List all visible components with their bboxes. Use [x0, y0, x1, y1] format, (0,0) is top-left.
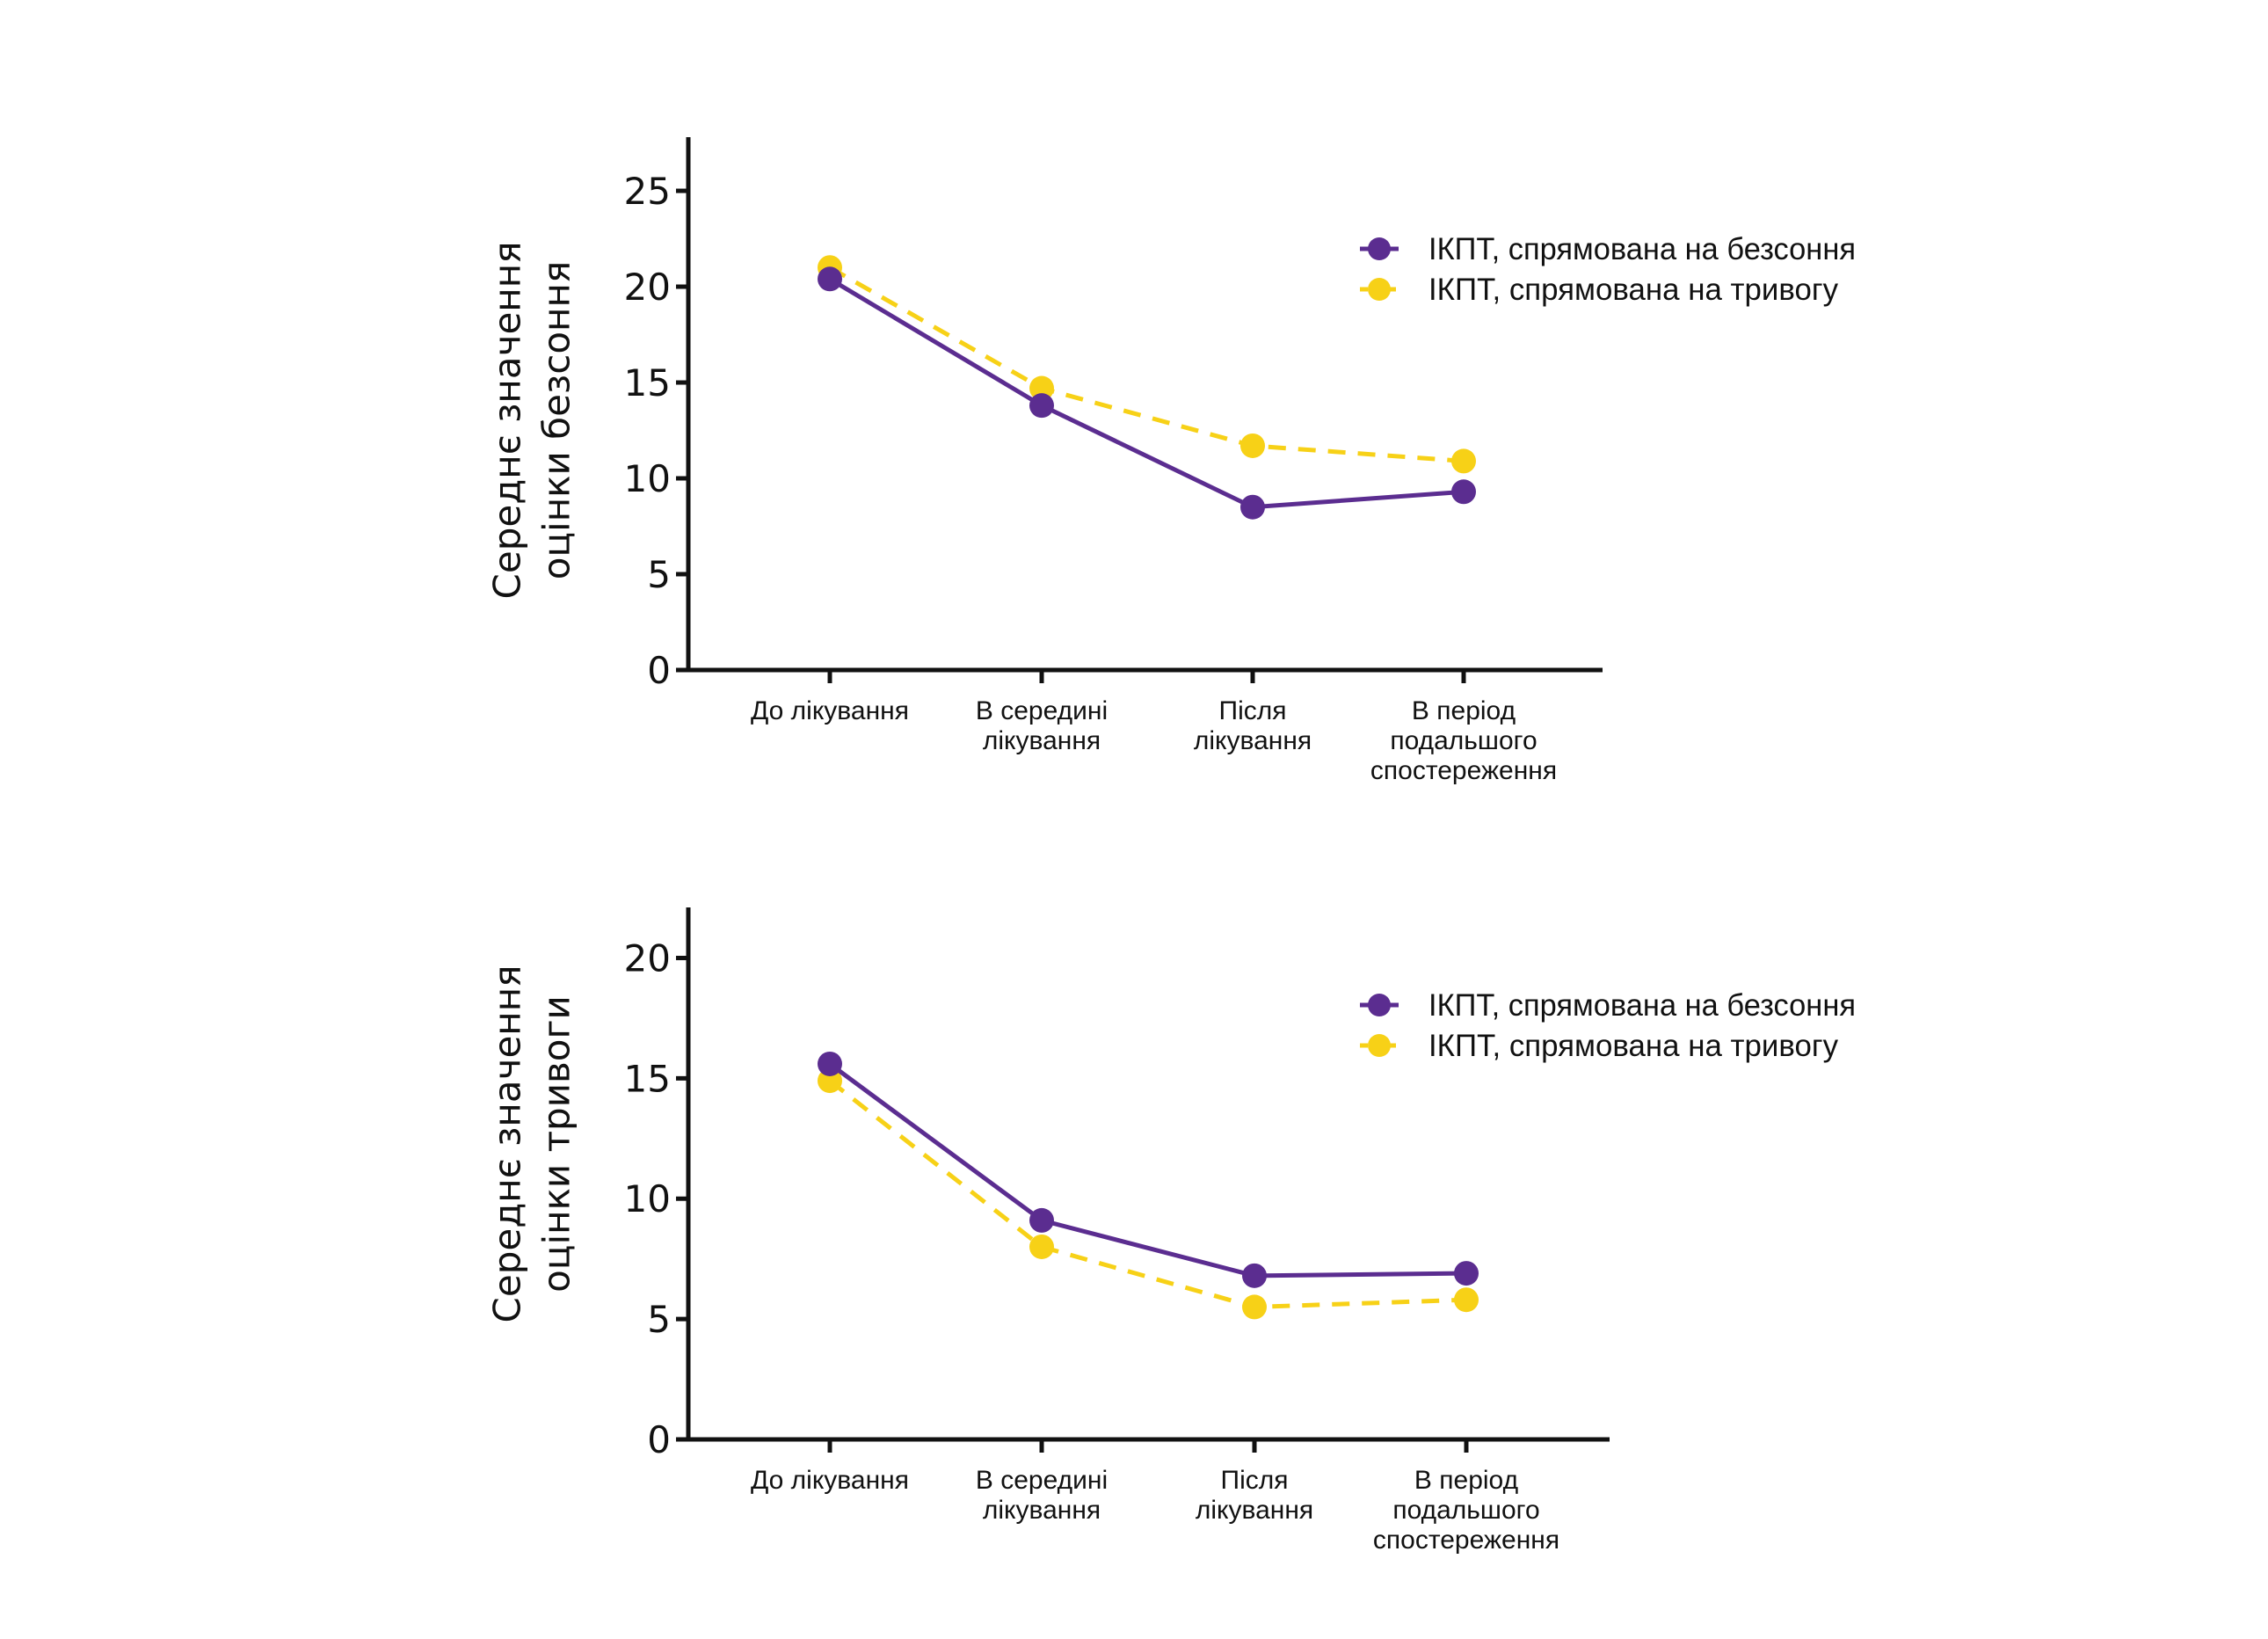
data-point-insomnia-cbt	[818, 266, 842, 292]
y-tick-label: 25	[624, 170, 671, 213]
x-tick-label-line: До лікування	[751, 696, 909, 725]
x-tick-label-line: В середині	[976, 1466, 1108, 1495]
data-point-anxiety-cbt	[1029, 375, 1054, 401]
x-tick-label-line: лікування	[983, 1496, 1101, 1525]
x-tick-label-line: Після	[1219, 696, 1287, 725]
series-line-anxiety-cbt	[828, 266, 1465, 463]
legend-marker	[1368, 237, 1391, 260]
data-point-insomnia-cbt	[1029, 393, 1054, 419]
legend-marker	[1368, 1034, 1391, 1057]
x-tick-label: Після лікування	[1194, 696, 1312, 755]
x-tick-label: Після лікування	[1196, 1466, 1313, 1525]
legend-label: ІКПТ, спрямована на безсоння	[1428, 232, 1856, 266]
data-point-anxiety-cbt	[1454, 1287, 1479, 1313]
x-tick-label: В період подальшого спостереження	[1373, 1466, 1559, 1555]
x-tick-label-line: подальшого	[1392, 1496, 1539, 1525]
x-tick-label-line: подальшого	[1390, 726, 1537, 755]
y-axis-label: оцінки тривоги	[535, 995, 578, 1293]
y-axis-label: оцінки безсоння	[535, 261, 578, 579]
data-point-anxiety-cbt	[1029, 1234, 1054, 1259]
legend: ІКПТ, спрямована на безсоння ІКПТ, спрямо…	[1360, 232, 1856, 307]
y-tick-label: 20	[624, 936, 671, 980]
y-axis-label: Середнє значення	[486, 242, 529, 600]
x-tick-label-line: В середині	[976, 696, 1108, 725]
legend-item: ІКПТ, спрямована на тривогу	[1360, 273, 1838, 307]
data-point-insomnia-cbt	[1454, 1261, 1479, 1286]
legend-item: ІКПТ, спрямована на тривогу	[1360, 1029, 1838, 1063]
y-tick-label: 15	[624, 361, 671, 404]
data-point-insomnia-cbt	[1240, 494, 1265, 520]
data-point-anxiety-cbt	[818, 1068, 842, 1094]
y-tick-label: 0	[647, 1418, 671, 1461]
x-tick-label-line: лікування	[1194, 726, 1312, 755]
x-tick-label-line: спостереження	[1373, 1526, 1559, 1555]
y-tick-label: 10	[624, 1177, 671, 1220]
x-tick-label: До лікування	[751, 696, 909, 725]
legend-label: ІКПТ, спрямована на тривогу	[1428, 1029, 1838, 1063]
x-tick-label-line: В період	[1412, 696, 1516, 725]
legend-item: ІКПТ, спрямована на безсоння	[1360, 232, 1856, 266]
x-tick-label-line: До лікування	[751, 1466, 909, 1495]
y-tick-label: 0	[647, 649, 671, 692]
x-tick-label-line: лікування	[983, 726, 1101, 755]
data-point-insomnia-cbt	[1029, 1207, 1054, 1233]
y-tick-label: 10	[624, 457, 671, 500]
data-point-insomnia-cbt	[818, 1051, 842, 1076]
y-tick-label: 20	[624, 266, 671, 309]
y-tick-label: 15	[624, 1057, 671, 1100]
data-point-anxiety-cbt	[1451, 448, 1476, 474]
x-tick-label: В середині лікування	[976, 696, 1108, 755]
x-tick-label-line: лікування	[1196, 1496, 1313, 1525]
x-tick-label-line: спостереження	[1370, 756, 1557, 785]
data-point-insomnia-cbt	[1242, 1263, 1267, 1288]
series-line-anxiety-cbt	[828, 1079, 1467, 1309]
legend-label: ІКПТ, спрямована на безсоння	[1428, 988, 1856, 1023]
legend-marker	[1368, 994, 1391, 1016]
data-point-insomnia-cbt	[1451, 479, 1476, 505]
x-tick-label-line: Після	[1221, 1466, 1289, 1495]
legend: ІКПТ, спрямована на безсоння ІКПТ, спрямо…	[1360, 988, 1856, 1063]
y-tick-label: 5	[647, 1298, 671, 1341]
y-tick-label: 5	[647, 553, 671, 596]
series-line-insomnia-cbt	[828, 1061, 1467, 1278]
legend-item: ІКПТ, спрямована на безсоння	[1360, 988, 1856, 1023]
x-tick-label: В середині лікування	[976, 1466, 1108, 1525]
series-line-insomnia-cbt	[828, 277, 1465, 510]
y-axis-label: Середнє значення	[486, 965, 529, 1323]
x-tick-label: В період подальшого спостереження	[1370, 696, 1557, 785]
x-tick-label-line: В період	[1414, 1466, 1518, 1495]
x-tick-label: До лікування	[751, 1466, 909, 1495]
data-point-anxiety-cbt	[1240, 433, 1265, 458]
legend-label: ІКПТ, спрямована на тривогу	[1428, 273, 1838, 307]
legend-marker	[1368, 278, 1391, 301]
data-point-anxiety-cbt	[1242, 1294, 1267, 1320]
